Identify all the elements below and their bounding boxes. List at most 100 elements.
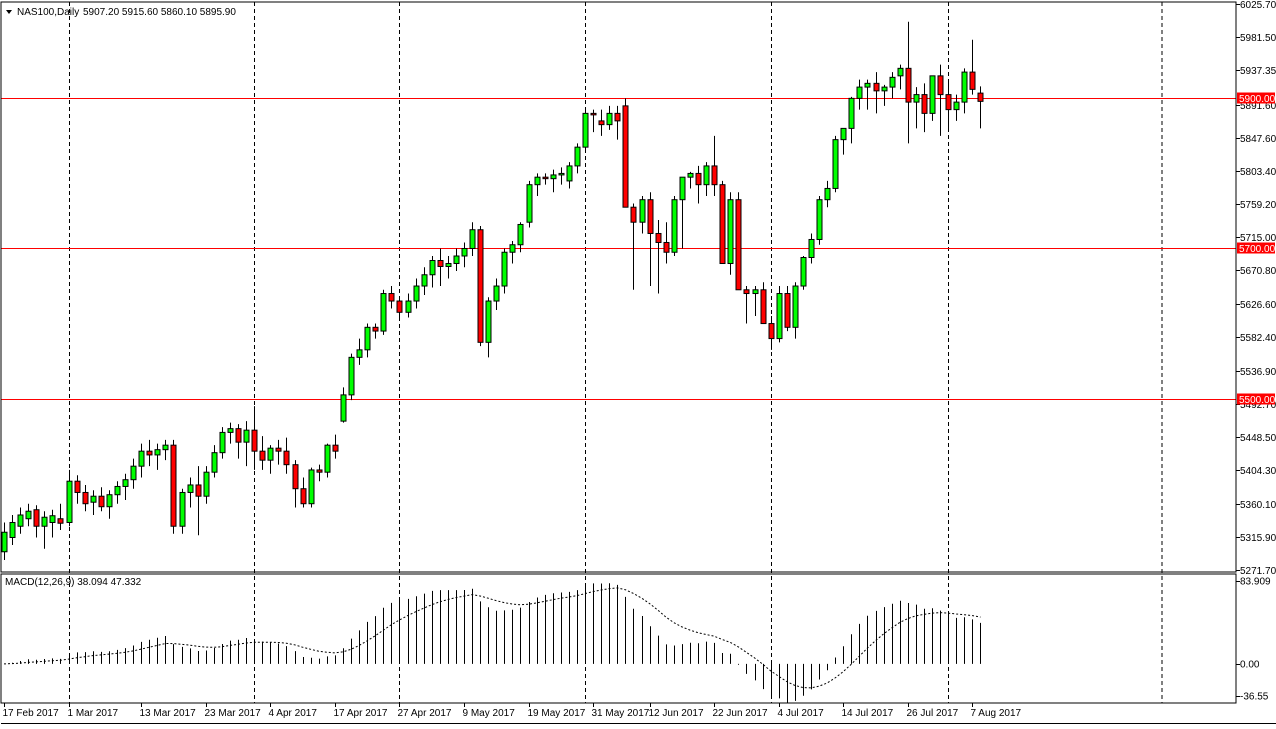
bull-candle-body <box>840 127 847 141</box>
candle <box>195 466 202 536</box>
bear-candle-body <box>711 165 718 186</box>
candle <box>735 192 742 291</box>
candle <box>864 79 871 110</box>
bear-candle-body <box>598 120 605 126</box>
bull-candle-body <box>727 199 734 265</box>
bull-candle-body <box>800 256 807 287</box>
candle <box>348 353 355 401</box>
candle <box>921 83 928 133</box>
candle <box>517 222 524 253</box>
bear-candle-body <box>98 495 105 508</box>
bear-candle-body <box>622 105 629 208</box>
candle <box>776 286 783 343</box>
bull-candle-body <box>792 285 799 328</box>
bull-candle-body <box>122 479 129 487</box>
candle <box>356 338 363 365</box>
level-tag-label: 5900.00 <box>1239 94 1276 105</box>
x-tick-label: 9 May 2017 <box>463 708 516 719</box>
bull-candle-body <box>25 510 32 520</box>
candle <box>824 180 831 208</box>
bear-candle-body <box>316 469 323 473</box>
y-tick-label: 5670.80 <box>1240 266 1276 277</box>
candle <box>639 195 646 234</box>
candle <box>550 169 557 193</box>
bear-candle-body <box>647 199 654 234</box>
candle <box>138 443 145 478</box>
x-tick-label: 27 Apr 2017 <box>398 708 452 719</box>
bull-candle-body <box>340 394 347 422</box>
candle <box>90 490 97 515</box>
bear-candle-body <box>655 232 662 243</box>
bull-candle-body <box>445 263 452 268</box>
macd-label: MACD(12,26,9) 38.094 47.332 <box>5 577 142 588</box>
candle <box>622 98 629 208</box>
bear-candle-body <box>275 447 282 452</box>
candle <box>711 135 718 196</box>
y-tick-label: 5937.35 <box>1240 66 1276 77</box>
candle <box>800 255 807 290</box>
candle <box>162 439 169 461</box>
bear-candle-body <box>977 92 984 102</box>
candle <box>953 94 960 121</box>
candle <box>873 72 880 114</box>
bull-candle-body <box>808 238 815 258</box>
bull-candle-body <box>380 293 387 332</box>
bull-candle-body <box>832 139 839 189</box>
bear-candle-body <box>388 293 395 302</box>
macd-tick-label: 0.00 <box>1240 659 1260 670</box>
bull-candle-body <box>953 101 960 111</box>
candle <box>630 203 637 290</box>
candle <box>840 127 847 155</box>
candle <box>49 509 56 538</box>
bull-candle-body <box>816 199 823 240</box>
bull-candle-body <box>130 465 137 481</box>
candle <box>437 248 444 287</box>
symbol-label: NAS100,Daily <box>17 7 79 18</box>
candle <box>977 86 984 129</box>
x-tick-label: 7 Aug 2017 <box>971 708 1022 719</box>
candle <box>792 282 799 339</box>
bear-candle-body <box>760 289 767 325</box>
candle <box>905 21 912 144</box>
bull-candle-body <box>469 229 476 249</box>
bull-candle-body <box>856 86 863 99</box>
candle <box>187 477 194 508</box>
bear-candle-body <box>235 428 242 443</box>
bull-candle-body <box>324 444 331 473</box>
bull-candle-body <box>485 300 492 343</box>
candle <box>316 464 323 482</box>
candle <box>945 79 952 129</box>
bull-candle-body <box>405 300 412 313</box>
price-pane-border <box>0 1 1237 573</box>
bull-candle-body <box>41 516 48 527</box>
candle <box>719 180 726 265</box>
macd-histogram <box>12 583 981 703</box>
candle <box>41 511 48 549</box>
bull-candle-body <box>429 260 436 276</box>
bear-candle-body <box>695 172 702 186</box>
bear-candle-body <box>57 518 64 524</box>
x-tick-label: 4 Apr 2017 <box>269 708 318 719</box>
bull-candle-body <box>566 165 573 182</box>
triangle-down-icon[interactable] <box>6 10 12 14</box>
y-tick-label: 6025.70 <box>1240 0 1276 11</box>
bear-candle-body <box>146 450 153 456</box>
bear-candle-body <box>969 71 976 90</box>
bear-candle-body <box>905 67 912 103</box>
candle <box>695 165 702 204</box>
candle <box>364 323 371 358</box>
candle <box>17 507 24 534</box>
candle <box>292 460 299 508</box>
candle <box>372 323 379 339</box>
candle <box>57 503 64 530</box>
candle <box>509 240 516 264</box>
bull-candle-body <box>897 67 904 77</box>
candle <box>663 222 670 264</box>
bull-candle-body <box>881 86 888 92</box>
y-tick-label: 5315.90 <box>1240 533 1276 544</box>
candle <box>614 105 621 140</box>
chart-frame <box>0 1 1237 704</box>
level-tag <box>1237 92 1275 104</box>
bull-candle-body <box>114 485 121 496</box>
candle <box>969 39 976 95</box>
